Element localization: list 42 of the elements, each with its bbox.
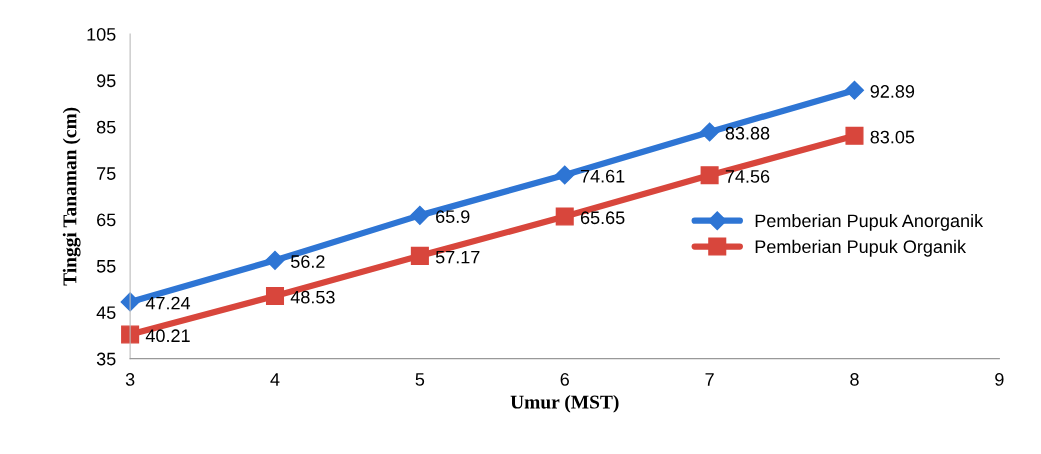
y-axis-title: Tinggi Tanaman (cm) bbox=[62, 107, 81, 286]
point bbox=[844, 80, 865, 100]
point bbox=[265, 286, 285, 305]
point bbox=[121, 325, 140, 344]
x-tick-label: 7 bbox=[705, 373, 714, 386]
x-tick-label: 3 bbox=[125, 373, 135, 386]
y-tick-label: 65 bbox=[97, 213, 116, 227]
data-label: 48.53 bbox=[290, 290, 335, 304]
x-tick-label: 6 bbox=[560, 373, 569, 386]
point bbox=[700, 122, 720, 142]
data-label: 40.21 bbox=[145, 329, 190, 343]
point bbox=[410, 205, 430, 225]
data-label: 83.88 bbox=[725, 126, 770, 140]
x-tick-label: 5 bbox=[415, 373, 425, 386]
point bbox=[700, 166, 719, 185]
x-tick-label: 4 bbox=[270, 373, 280, 386]
data-label: 74.61 bbox=[580, 169, 625, 183]
data-label: 92.89 bbox=[870, 85, 915, 98]
y-tick-label: 75 bbox=[97, 167, 116, 180]
legend-label: Pemberian Pupuk Organik bbox=[755, 239, 967, 257]
data-label: 74.56 bbox=[725, 170, 770, 183]
y-tick-label: 35 bbox=[96, 352, 116, 366]
data-label: 83.05 bbox=[870, 130, 915, 144]
x-tick-label: 8 bbox=[850, 373, 859, 386]
data-label: 56.2 bbox=[291, 255, 325, 268]
point bbox=[265, 250, 285, 270]
legend-label: Pemberian Pupuk Anorganik bbox=[755, 213, 984, 231]
x-tick-label: 9 bbox=[995, 373, 1004, 386]
y-tick-label: 55 bbox=[96, 260, 116, 273]
y-tick-label: 45 bbox=[96, 306, 116, 320]
data-label: 65.9 bbox=[436, 210, 470, 223]
point bbox=[555, 207, 574, 226]
y-tick-label: 95 bbox=[97, 74, 116, 88]
data-label: 57.17 bbox=[435, 250, 480, 264]
data-label: 47.24 bbox=[145, 296, 191, 310]
data-label: 65.65 bbox=[580, 211, 625, 225]
point bbox=[410, 246, 429, 265]
x-axis-title: Umur (MST) bbox=[510, 394, 619, 413]
y-tick-label: 105 bbox=[87, 27, 116, 41]
point bbox=[555, 165, 575, 185]
y-tick-label: 85 bbox=[96, 120, 116, 134]
point bbox=[845, 126, 864, 145]
